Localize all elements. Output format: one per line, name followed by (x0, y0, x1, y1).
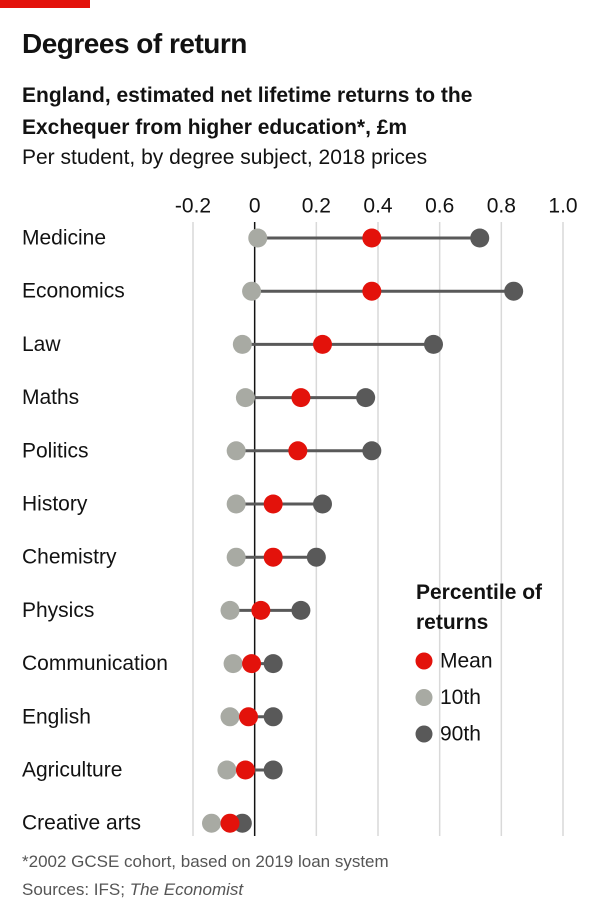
dot (248, 228, 268, 248)
legend-label: 90th (440, 723, 481, 746)
dot (291, 388, 311, 408)
chart-description: Per student, by degree subject, 2018 pri… (22, 146, 428, 169)
source-publication: The Economist (129, 880, 244, 899)
footnote: *2002 GCSE cohort, based on 2019 loan sy… (22, 852, 389, 871)
x-tick-label: -0.2 (175, 195, 211, 218)
dot (232, 334, 252, 354)
category-label: Law (22, 333, 61, 356)
dot (288, 441, 308, 461)
category-label: Economics (22, 280, 125, 303)
dot (226, 547, 246, 567)
dot (356, 388, 376, 408)
dot (235, 388, 255, 408)
dot (291, 600, 311, 620)
x-tick-label: 0.4 (363, 195, 393, 218)
category-label: Physics (22, 599, 94, 622)
brand-bar (0, 0, 90, 8)
dot (220, 707, 240, 727)
category-label: Politics (22, 439, 89, 462)
legend-title: Percentile of returns (416, 581, 543, 634)
category-label: History (22, 493, 88, 516)
dot (313, 334, 332, 354)
x-tick-label: 0 (249, 195, 261, 218)
category-label: English (22, 705, 91, 728)
dot (239, 707, 258, 727)
legend-marker (415, 652, 433, 670)
legend-marker (415, 725, 433, 743)
dot (504, 281, 524, 301)
category-label: Maths (22, 386, 79, 409)
dot (223, 654, 243, 674)
dot (263, 654, 283, 674)
dot (226, 441, 246, 461)
chart-subtitle: England, estimated net lifetime returns … (22, 84, 473, 139)
dot (217, 760, 237, 780)
dot (263, 707, 283, 727)
legend-label: Mean (440, 650, 493, 673)
x-tick-label: 0.2 (302, 195, 331, 218)
dot (242, 654, 262, 674)
dot (306, 547, 326, 567)
dot (362, 281, 382, 301)
dot (226, 494, 246, 514)
category-label: Medicine (22, 227, 106, 250)
dot (220, 813, 240, 833)
dot (424, 334, 443, 354)
dot (263, 760, 283, 780)
dot (362, 228, 382, 248)
dot (235, 760, 255, 780)
dot (362, 441, 382, 461)
dot (202, 813, 221, 833)
legend-marker (415, 689, 433, 706)
category-label: Communication (22, 652, 168, 675)
dot (263, 494, 283, 514)
source-text: Sources: IFS; (22, 880, 125, 899)
dot (220, 600, 240, 620)
category-label: Agriculture (22, 759, 122, 782)
category-label: Chemistry (22, 546, 117, 569)
dot (251, 600, 271, 620)
dot (470, 228, 490, 248)
x-tick-label: 1.0 (548, 195, 577, 218)
category-label: Creative arts (22, 812, 141, 835)
dot (242, 281, 262, 301)
legend-label: 10th (440, 686, 481, 709)
chart-title: Degrees of return (22, 28, 247, 59)
dot (263, 547, 283, 567)
dot (313, 494, 332, 514)
source: Sources: IFS; The Economist (22, 880, 243, 900)
x-tick-label: 0.6 (425, 195, 454, 218)
x-tick-label: 0.8 (487, 195, 516, 218)
